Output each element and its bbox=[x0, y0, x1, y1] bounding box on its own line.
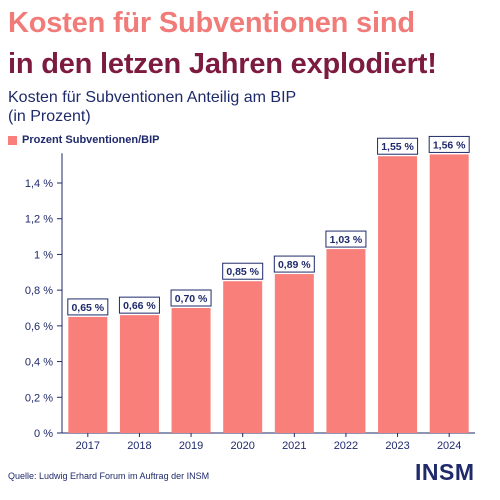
data-label-box bbox=[170, 289, 212, 307]
data-label: 0,70 % bbox=[175, 293, 208, 305]
chart-legend: Prozent Subventionen/BIP bbox=[8, 134, 160, 146]
data-label: 1,56 % bbox=[433, 139, 466, 151]
insm-logo: INSM bbox=[415, 459, 475, 485]
x-tick-label: 2017 bbox=[76, 440, 100, 452]
x-tick-label: 2023 bbox=[385, 440, 409, 452]
data-label: 0,66 % bbox=[123, 300, 156, 312]
x-tick-label: 2018 bbox=[127, 440, 151, 452]
x-tick-label: 2022 bbox=[334, 440, 358, 452]
y-tick-label: 0,4 % bbox=[25, 357, 53, 369]
data-label: 0,65 % bbox=[71, 302, 104, 314]
chart-subtitle-unit: (in Prozent) bbox=[8, 108, 91, 125]
data-label-box bbox=[325, 230, 367, 248]
data-label-box bbox=[222, 262, 264, 280]
bar bbox=[119, 315, 159, 433]
x-tick-label: 2021 bbox=[282, 440, 306, 452]
data-label-box bbox=[377, 137, 419, 155]
bar bbox=[171, 308, 211, 433]
bar bbox=[223, 281, 263, 433]
headline-line-2: in den letzen Jahren explodiert! bbox=[8, 48, 437, 80]
y-tick-label: 1,2 % bbox=[25, 214, 53, 226]
data-label-box bbox=[67, 298, 109, 316]
data-label-box bbox=[118, 296, 160, 314]
legend-swatch bbox=[8, 135, 17, 145]
headline-line-1: Kosten für Subventionen sind bbox=[8, 7, 415, 39]
bar bbox=[378, 156, 418, 433]
data-label: 0,85 % bbox=[226, 266, 259, 278]
data-label-box bbox=[428, 135, 470, 153]
bar bbox=[429, 154, 469, 433]
y-tick-label: 0,2 % bbox=[25, 392, 53, 404]
data-label: 1,55 % bbox=[381, 141, 414, 153]
x-tick-label: 2024 bbox=[437, 440, 461, 452]
y-tick-label: 0 % bbox=[34, 428, 53, 440]
source-note: Quelle: Ludwig Erhard Forum im Auftrag d… bbox=[8, 471, 210, 481]
legend-label: Prozent Subventionen/BIP bbox=[22, 134, 160, 146]
bar bbox=[274, 274, 314, 433]
bar bbox=[68, 316, 108, 433]
y-tick-label: 1,4 % bbox=[25, 178, 53, 190]
data-label-box bbox=[273, 255, 315, 273]
x-tick-label: 2019 bbox=[179, 440, 203, 452]
chart-subtitle: Kosten für Subventionen Anteilig am BIP bbox=[8, 89, 297, 106]
x-tick-label: 2020 bbox=[230, 440, 254, 452]
y-tick-label: 1 % bbox=[34, 249, 53, 261]
data-label: 1,03 % bbox=[330, 234, 363, 246]
y-tick-label: 0,8 % bbox=[25, 285, 53, 297]
data-label: 0,89 % bbox=[278, 259, 311, 271]
bar bbox=[326, 249, 366, 433]
y-tick-label: 0,6 % bbox=[25, 321, 53, 333]
